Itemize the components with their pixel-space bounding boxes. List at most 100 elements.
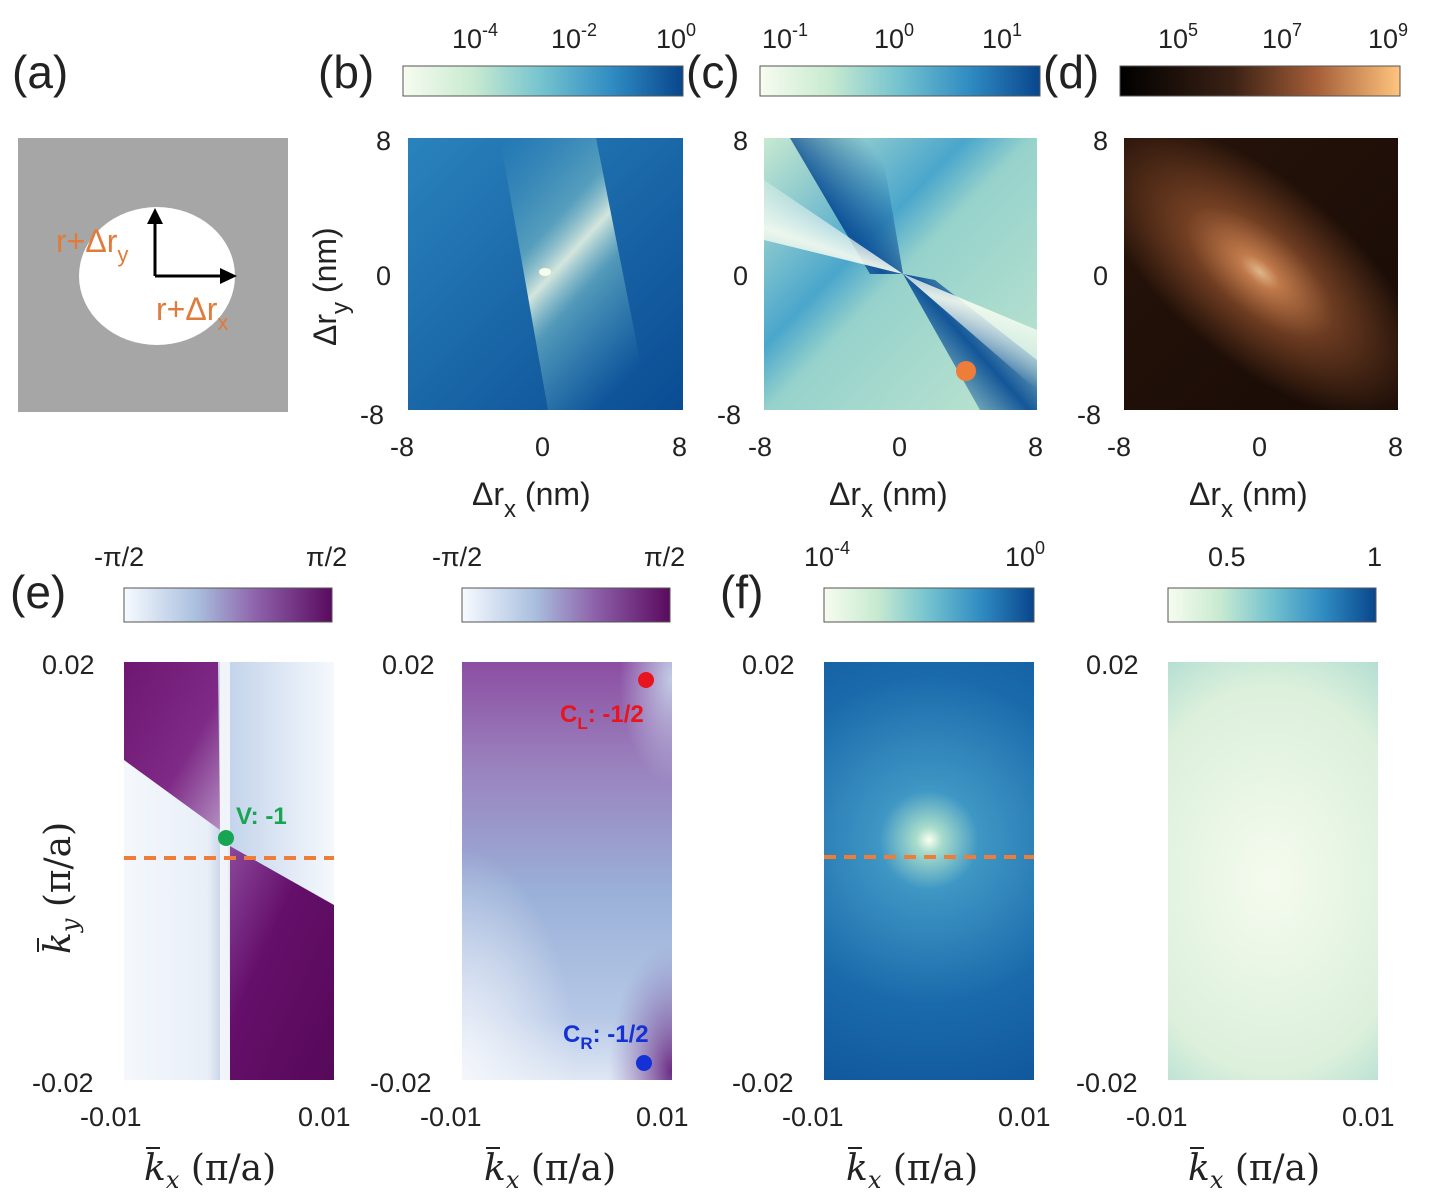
d-ytick-top: 8 [1093, 126, 1108, 156]
panel-f2-heatmap [1168, 662, 1378, 1080]
b-xtick-1: 0 [535, 432, 550, 462]
panel-e1-purple-bottom-right [228, 845, 334, 1080]
c-xtick-0: -8 [748, 432, 772, 462]
bottom-row-axes: 0.02 -0.02 -0.01 0.01 0.02 -0.02 -0.01 0… [32, 650, 1395, 1194]
label-r-dry-main: r+Δr [56, 223, 118, 259]
f2-xlabel-text: kx (π/a) [1188, 1148, 1320, 1194]
colorbar-b-tick-2: 100 [656, 20, 696, 54]
e2-xlabel: kx (π/a) [484, 1147, 616, 1194]
panel-e2-cl-marker [638, 672, 654, 688]
e1-ytick-top: 0.02 [42, 650, 95, 680]
panel-e2-cl-label: CL: -1/2 [560, 701, 644, 733]
colorbar-f1-bar [823, 587, 1035, 623]
panel-e2-cr-marker [636, 1055, 652, 1071]
e1-ylabel: ky (π/a) [37, 822, 84, 954]
colorbar-b: 10-4 10-2 100 [402, 20, 696, 97]
panel-label-a: (a) [12, 46, 68, 98]
d-xtick-1: 0 [1252, 432, 1267, 462]
colorbar-c-tick-1: 100 [874, 20, 914, 54]
panel-a-schematic: r+Δry r+Δrx [18, 138, 288, 412]
e1-xlabel: kx (π/a) [144, 1147, 276, 1194]
colorbar-d-bar [1119, 65, 1401, 97]
f1-xlabel-text: kx (π/a) [846, 1148, 978, 1194]
panel-f2-background [1168, 662, 1378, 1080]
panel-c-light-band-lower [903, 274, 1037, 390]
panel-e1-heatmap: V: -1 [124, 662, 334, 1080]
f2-xtick-1: 0.01 [1342, 1102, 1395, 1132]
panel-e2-heatmap: CL: -1/2 CR: -1/2 [462, 662, 672, 1080]
colorbar-b-bar [402, 65, 684, 97]
colorbar-f1-tick-1: 100 [1005, 538, 1045, 572]
f1-ytick-bot: -0.02 [732, 1068, 794, 1098]
e2-ytick-top: 0.02 [382, 650, 435, 680]
colorbar-f1: 10-4 100 [804, 538, 1045, 623]
f2-ytick-top: 0.02 [1086, 650, 1139, 680]
b-ylabel: Δry (nm) [307, 227, 354, 346]
panel-label-f: (f) [720, 566, 763, 618]
panel-c-orange-marker [956, 361, 976, 381]
colorbar-f1-tick-0: 10-4 [804, 538, 850, 572]
e2-xtick-0: -0.01 [420, 1102, 482, 1132]
colorbar-f2-tick-0: 0.5 [1208, 542, 1246, 572]
label-r-drx-sub: x [217, 310, 228, 335]
colorbar-e1-bar [123, 587, 333, 623]
f1-xtick-1: 0.01 [998, 1102, 1051, 1132]
panel-e1-white-seam [220, 662, 230, 1080]
c-ytick-bot: -8 [717, 400, 741, 430]
c-xlabel: Δrx (nm) [829, 476, 948, 523]
colorbar-f2-bar [1167, 587, 1377, 623]
panel-f1-background [824, 662, 1034, 1080]
f1-xlabel: kx (π/a) [846, 1147, 978, 1194]
colorbar-d: 105 107 109 [1119, 20, 1408, 97]
label-r-dry-sub: y [117, 242, 128, 267]
panel-b-heatmap [408, 138, 683, 410]
panel-e2-corner-br [462, 662, 672, 1080]
b-ytick-top: 8 [376, 126, 391, 156]
b-ytick-bot: -8 [360, 400, 384, 430]
colorbar-d-tick-0: 105 [1158, 20, 1198, 54]
panel-c-dark-band-upper [790, 138, 903, 274]
panel-label-c: (c) [686, 46, 740, 98]
colorbar-e1-min: -π/2 [94, 542, 144, 572]
b-xlabel: Δrx (nm) [472, 476, 591, 523]
c-xtick-2: 8 [1028, 432, 1043, 462]
colorbar-d-tick-1: 107 [1262, 20, 1302, 54]
d-ytick-bot: -8 [1077, 400, 1101, 430]
colorbar-c: 10-1 100 101 [759, 20, 1041, 97]
top-row-axes: 8 0 -8 -8 0 8 8 0 -8 -8 0 8 8 0 -8 -8 0 … [307, 126, 1403, 523]
colorbar-e2: -π/2 π/2 [432, 542, 685, 623]
panel-b-ridge [500, 138, 650, 410]
x-arrow-head [220, 268, 237, 284]
colorbar-f2: 0.5 1 [1167, 542, 1382, 623]
panel-d-glow [1124, 138, 1398, 410]
colorbar-e1-max: π/2 [306, 542, 347, 572]
colorbar-d-tick-2: 109 [1368, 20, 1408, 54]
e1-xtick-1: 0.01 [298, 1102, 351, 1132]
label-r-drx: r+Δrx [156, 291, 228, 335]
colorbar-e2-max: π/2 [644, 542, 685, 572]
colorbar-c-bar [759, 65, 1041, 97]
e2-xlabel-text: kx (π/a) [484, 1148, 616, 1194]
f2-ytick-bot: -0.02 [1076, 1068, 1138, 1098]
e2-ytick-bot: -0.02 [370, 1068, 432, 1098]
f1-ytick-top: 0.02 [742, 650, 795, 680]
f2-xtick-0: -0.01 [1126, 1102, 1188, 1132]
panel-label-b: (b) [318, 46, 374, 98]
d-xlabel: Δrx (nm) [1189, 476, 1308, 523]
d-ytick-mid: 0 [1093, 261, 1108, 291]
label-r-dry: r+Δry [56, 223, 128, 267]
f2-xlabel: kx (π/a) [1188, 1147, 1320, 1194]
panel-c-dark-band-lower [903, 274, 1037, 410]
panel-e2-cr-label: CR: -1/2 [563, 1021, 649, 1053]
c-ytick-top: 8 [733, 126, 748, 156]
e1-xtick-0: -0.01 [80, 1102, 142, 1132]
c-xtick-1: 0 [892, 432, 907, 462]
panel-f1-heatmap [824, 662, 1034, 1080]
panel-e1-vortex-label: V: -1 [236, 803, 287, 830]
colorbar-e1: -π/2 π/2 [94, 542, 347, 623]
e1-ytick-bot: -0.02 [32, 1068, 94, 1098]
b-ytick-mid: 0 [376, 261, 391, 291]
label-r-drx-main: r+Δr [156, 291, 218, 327]
c-ytick-mid: 0 [733, 261, 748, 291]
colorbar-c-tick-2: 101 [982, 20, 1022, 54]
